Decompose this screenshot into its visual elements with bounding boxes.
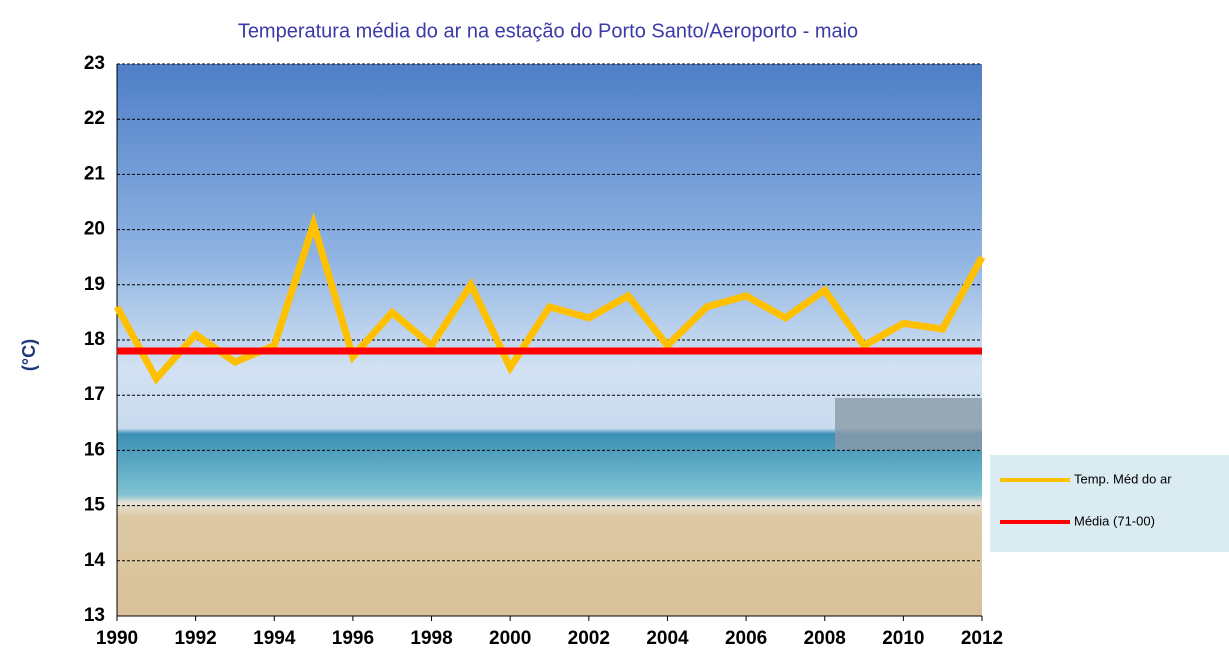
pier [835, 398, 982, 450]
y-axis-label: (°C) [19, 339, 39, 371]
x-tick-label: 1990 [96, 628, 138, 649]
y-tick-label: 17 [84, 384, 105, 405]
y-tick-label: 14 [84, 550, 106, 571]
x-tick-label: 2008 [804, 628, 846, 649]
y-tick-label: 16 [84, 439, 105, 460]
y-tick-label: 19 [84, 274, 105, 295]
x-tick-label: 1992 [174, 628, 216, 649]
y-tick-label: 20 [84, 219, 105, 240]
x-tick-label: 2006 [725, 628, 767, 649]
y-tick-label: 23 [84, 53, 105, 74]
x-tick-label: 2012 [961, 628, 1003, 649]
y-tick-label: 21 [84, 163, 106, 184]
chart-title: Temperatura média do ar na estação do Po… [238, 20, 858, 42]
y-tick-label: 18 [84, 329, 105, 350]
y-tick-label: 22 [84, 108, 105, 129]
legend-label: Média (71-00) [1074, 513, 1155, 528]
x-tick-label: 1996 [332, 628, 374, 649]
x-tick-label: 2002 [568, 628, 610, 649]
x-tick-label: 2000 [489, 628, 531, 649]
x-tick-label: 1994 [253, 628, 296, 649]
y-tick-label: 15 [84, 495, 106, 516]
legend-box [990, 455, 1229, 552]
x-tick-label: 1998 [410, 628, 452, 649]
x-tick-label: 2010 [882, 628, 924, 649]
y-tick-label: 13 [84, 605, 105, 626]
legend-label: Temp. Méd do ar [1074, 471, 1172, 486]
x-tick-label: 2004 [646, 628, 689, 649]
